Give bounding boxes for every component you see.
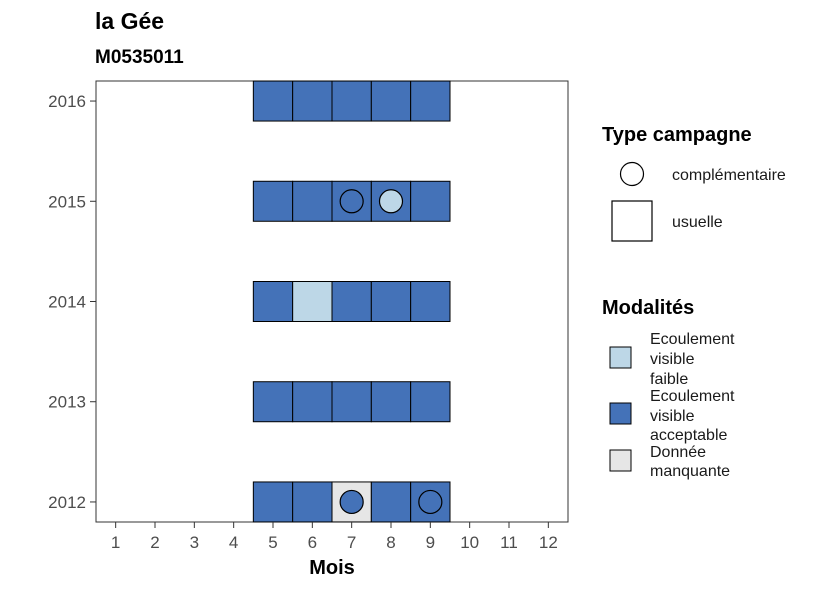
legend-label-acceptable-1: Ecoulement — [650, 388, 735, 405]
cell-2013-7 — [331, 381, 372, 423]
y-tick-label-2016: 2016 — [48, 92, 86, 111]
legend-label-manquante-1: Donnée — [650, 444, 706, 461]
y-axis: 2012 2013 2014 2015 2016 — [48, 92, 96, 512]
legend-modalites-title: Modalités — [602, 297, 694, 319]
legend-key-usuelle — [611, 200, 653, 242]
chart-subtitle: M0535011 — [95, 47, 184, 68]
cell-2014-5 — [252, 281, 294, 322]
x-tick-label-6: 6 — [308, 533, 317, 552]
x-axis: 1 2 3 4 5 6 7 8 9 10 11 12 — [111, 522, 558, 552]
x-tick-label-4: 4 — [229, 533, 238, 552]
cell-2016-5 — [252, 80, 294, 122]
legend-label-faible-3: faible — [650, 371, 688, 388]
cell-2013-6 — [292, 381, 333, 423]
point-2015-8 — [378, 189, 404, 214]
legend-type-campagne: Type campagne complémentaire usuelle — [602, 124, 786, 242]
cell-2014-8 — [370, 281, 412, 322]
y-tick-label-2014: 2014 — [48, 293, 86, 312]
x-tick-label-3: 3 — [190, 533, 199, 552]
cell-2013-8 — [370, 381, 412, 423]
x-tick-label-12: 12 — [539, 533, 558, 552]
legend-label-usuelle: usuelle — [672, 214, 723, 231]
cell-2012-8 — [370, 481, 412, 523]
y-tick-label-2013: 2013 — [48, 393, 86, 412]
legend-label-manquante-2: manquante — [650, 463, 730, 480]
cell-2013-5 — [252, 381, 294, 423]
y-tick-label-2012: 2012 — [48, 493, 86, 512]
points-layer — [339, 189, 443, 515]
cell-2013-9 — [410, 381, 451, 423]
cell-2012-6 — [292, 481, 333, 523]
cell-2016-8 — [370, 80, 412, 122]
point-2015-7 — [339, 189, 364, 214]
legend-label-acceptable-2: visible — [650, 408, 695, 425]
legend-label-complementaire: complémentaire — [672, 167, 786, 184]
chart-title: la Gée — [95, 8, 164, 34]
x-tick-label-9: 9 — [426, 533, 435, 552]
point-2012-9 — [418, 489, 443, 515]
x-tick-label-1: 1 — [111, 533, 120, 552]
x-tick-label-10: 10 — [460, 533, 479, 552]
legend-label-acceptable-3: acceptable — [650, 427, 727, 444]
cell-2016-7 — [331, 80, 372, 122]
cell-2014-9 — [410, 281, 451, 322]
legend-key-manquante — [609, 449, 632, 472]
x-tick-label-8: 8 — [386, 533, 395, 552]
cell-2016-6 — [292, 80, 333, 122]
x-tick-label-7: 7 — [347, 533, 356, 552]
y-tick-label-2015: 2015 — [48, 192, 86, 211]
legend-label-faible-2: visible — [650, 351, 695, 368]
legend-campagne-title: Type campagne — [602, 124, 752, 146]
legend-key-acceptable — [609, 402, 632, 425]
legend-modalites: Modalités Ecoulement visible faible Ecou… — [602, 297, 735, 480]
cell-2015-6 — [292, 180, 333, 222]
cell-2015-9 — [410, 180, 451, 222]
cells-layer — [252, 80, 451, 523]
legend-key-complementaire — [619, 161, 645, 187]
x-axis-title: Mois — [309, 557, 355, 579]
x-tick-label-11: 11 — [500, 533, 518, 552]
cell-2014-6 — [292, 281, 333, 322]
cell-2016-9 — [410, 80, 451, 122]
point-2012-7 — [339, 489, 364, 515]
cell-2014-7 — [331, 281, 372, 322]
cell-2015-5 — [252, 180, 294, 222]
cell-2012-5 — [252, 481, 294, 523]
x-tick-label-5: 5 — [268, 533, 277, 552]
x-tick-label-2: 2 — [150, 533, 159, 552]
legend-key-faible — [609, 346, 632, 369]
legend-label-faible-1: Ecoulement — [650, 331, 735, 348]
